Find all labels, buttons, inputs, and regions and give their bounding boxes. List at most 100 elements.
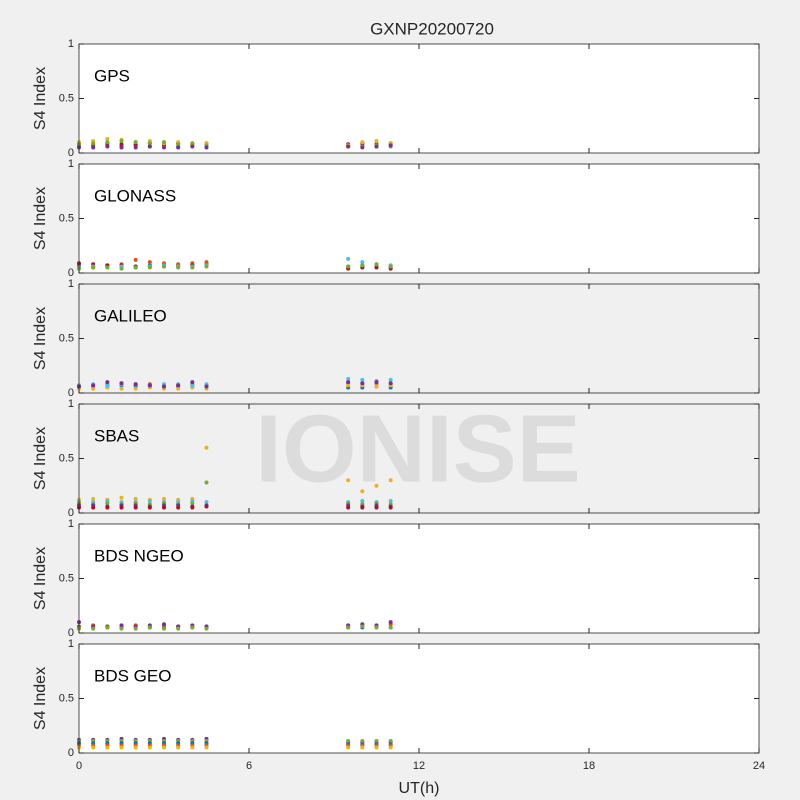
point bbox=[105, 501, 110, 506]
y-tick-label: 0 bbox=[68, 267, 74, 279]
axes-background bbox=[79, 44, 759, 153]
point bbox=[388, 739, 393, 744]
point bbox=[388, 620, 393, 625]
point bbox=[360, 624, 365, 629]
point bbox=[91, 141, 96, 146]
point bbox=[388, 264, 393, 269]
point bbox=[119, 745, 124, 750]
y-tick-label: 1 bbox=[68, 638, 74, 650]
point bbox=[374, 625, 379, 630]
point bbox=[190, 383, 195, 388]
point bbox=[388, 381, 393, 386]
y-axis-label: S4 Index bbox=[32, 67, 49, 130]
point bbox=[162, 384, 166, 389]
point bbox=[119, 505, 124, 510]
panel-label: SBAS bbox=[94, 426, 139, 445]
point bbox=[374, 745, 379, 750]
y-tick-label: 0.5 bbox=[59, 92, 74, 104]
point bbox=[147, 265, 152, 270]
point bbox=[190, 380, 195, 385]
axes-background bbox=[79, 404, 759, 513]
point bbox=[360, 489, 365, 494]
point bbox=[105, 144, 110, 149]
point bbox=[133, 257, 138, 262]
point bbox=[346, 739, 351, 744]
point bbox=[204, 504, 209, 509]
y-axis-label: S4 Index bbox=[32, 547, 49, 610]
point bbox=[204, 445, 209, 450]
point bbox=[91, 496, 96, 501]
point bbox=[190, 501, 195, 506]
axes-background bbox=[79, 284, 759, 393]
x-tick-label: 6 bbox=[246, 760, 252, 772]
point bbox=[346, 376, 351, 381]
point bbox=[119, 139, 124, 144]
point bbox=[360, 145, 365, 150]
point bbox=[176, 745, 181, 750]
point bbox=[119, 623, 124, 628]
point bbox=[119, 381, 124, 386]
x-tick-label: 12 bbox=[413, 760, 425, 772]
point bbox=[190, 505, 195, 510]
axes-box bbox=[78, 283, 760, 394]
point bbox=[162, 626, 166, 631]
point bbox=[147, 144, 152, 149]
axes-background bbox=[79, 644, 759, 753]
point bbox=[388, 377, 393, 382]
point bbox=[388, 745, 393, 750]
point bbox=[105, 265, 110, 270]
point bbox=[133, 382, 138, 387]
point bbox=[360, 745, 365, 750]
point bbox=[147, 745, 152, 750]
y-tick-label: 0.5 bbox=[59, 692, 74, 704]
point bbox=[360, 263, 365, 268]
point bbox=[374, 739, 379, 744]
point bbox=[176, 626, 181, 631]
y-tick-label: 0 bbox=[68, 147, 74, 159]
y-tick-label: 0 bbox=[68, 627, 74, 639]
y-tick-label: 0.5 bbox=[59, 332, 74, 344]
point bbox=[91, 386, 96, 391]
axes-box bbox=[78, 643, 760, 754]
axes-box bbox=[78, 523, 760, 634]
y-tick-label: 0 bbox=[68, 387, 74, 399]
point bbox=[190, 625, 195, 630]
x-tick-label: 24 bbox=[753, 760, 765, 772]
point bbox=[105, 140, 110, 145]
y-tick-label: 0.5 bbox=[59, 572, 74, 584]
point bbox=[360, 499, 365, 504]
point bbox=[119, 495, 124, 500]
point bbox=[388, 499, 393, 504]
point bbox=[162, 140, 166, 145]
axes-box bbox=[78, 403, 760, 514]
point bbox=[360, 505, 365, 510]
point bbox=[105, 745, 110, 750]
panel-label: GPS bbox=[94, 66, 130, 85]
point bbox=[119, 145, 124, 150]
point bbox=[360, 739, 365, 744]
point bbox=[105, 380, 110, 385]
point bbox=[162, 622, 166, 627]
y-tick-label: 1 bbox=[68, 38, 74, 50]
point bbox=[133, 496, 138, 501]
y-tick-label: 1 bbox=[68, 278, 74, 290]
point bbox=[388, 143, 393, 148]
point bbox=[105, 136, 110, 141]
point bbox=[162, 496, 166, 501]
y-tick-label: 1 bbox=[68, 158, 74, 170]
y-axis-label: S4 Index bbox=[32, 667, 49, 730]
point bbox=[119, 142, 124, 147]
panel-label: GLONASS bbox=[94, 186, 176, 205]
point bbox=[91, 505, 96, 510]
point bbox=[119, 626, 124, 631]
point bbox=[360, 260, 365, 265]
x-axis-label: UT(h) bbox=[399, 780, 440, 797]
watermark: IONISE bbox=[255, 395, 580, 502]
point bbox=[105, 505, 110, 510]
y-tick-label: 1 bbox=[68, 518, 74, 530]
point bbox=[162, 745, 166, 750]
point bbox=[91, 626, 96, 631]
point bbox=[190, 144, 195, 149]
point bbox=[133, 265, 138, 270]
